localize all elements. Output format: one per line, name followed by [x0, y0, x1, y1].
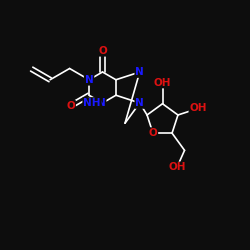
Text: O: O	[98, 46, 107, 56]
Text: N: N	[135, 98, 144, 108]
Text: N: N	[97, 98, 106, 108]
Text: OH: OH	[190, 104, 207, 114]
Text: O: O	[66, 101, 75, 111]
Text: OH: OH	[154, 78, 171, 88]
Text: N: N	[135, 67, 144, 77]
Text: N: N	[85, 75, 94, 85]
Text: NH: NH	[83, 98, 101, 108]
Text: OH: OH	[168, 162, 186, 172]
Text: O: O	[148, 128, 157, 138]
